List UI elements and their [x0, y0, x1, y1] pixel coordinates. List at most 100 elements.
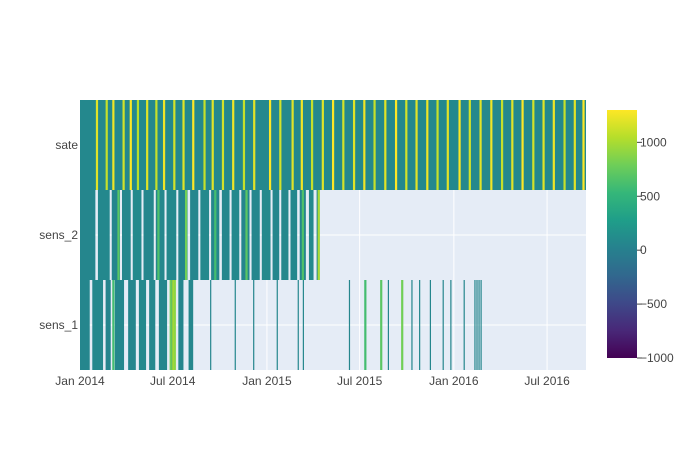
heatmap-cell-sate [331, 100, 335, 190]
heatmap-cell-sate [511, 100, 514, 190]
colorbar-tick-label: −500 [640, 297, 667, 311]
heatmap-cell-sate [405, 100, 408, 190]
heatmap-cell-sens_2 [251, 190, 260, 280]
colorbar-gradient [607, 110, 637, 358]
heatmap-cell-sens_1 [297, 280, 299, 370]
heatmap-cell-sate [291, 100, 294, 190]
heatmap-cell-sens_2 [190, 190, 199, 280]
heatmap-cell-sens_1 [429, 280, 431, 370]
heatmap-cell-sate [136, 100, 140, 190]
heatmap-cell-sens_2 [245, 190, 248, 280]
heatmap-cell-sens_2 [121, 190, 131, 280]
colorbar-tick-label: 1000 [640, 135, 667, 149]
heatmap-cell-sens_1 [173, 280, 176, 370]
heatmap-cell-sate [129, 100, 132, 190]
heatmap-cell-sate [373, 100, 376, 190]
heatmap-cell-sate [300, 100, 303, 190]
heatmap-cell-sate [162, 100, 166, 190]
heatmap-cell-sens_1 [188, 280, 194, 370]
heatmap-cell-sens_1 [149, 280, 156, 370]
heatmap-cell-sens_2 [178, 190, 188, 280]
heatmap-cell-sens_1 [476, 280, 478, 370]
heatmap-cell-sens_1 [80, 280, 90, 370]
heatmap-cell-sens_2 [317, 190, 320, 280]
heatmap-cell-sens_1 [364, 280, 367, 370]
heatmap-cell-sate [436, 100, 439, 190]
heatmap-cell-sate [426, 100, 429, 190]
heatmap-cell-sate [268, 100, 272, 190]
heatmap-cell-sens_1 [210, 280, 212, 370]
heatmap-cell-sens_1 [450, 280, 452, 370]
heatmap-cell-sens_2 [132, 190, 142, 280]
heatmap-cell-sate [363, 100, 366, 190]
heatmap-cell-sens_1 [478, 280, 480, 370]
y-axis-ticks: sens_1 sens_2 sate [39, 138, 78, 332]
heatmap-cell-sens_1 [112, 280, 115, 370]
heatmap-cell-sate [122, 100, 125, 190]
heatmap-cell-sate [352, 100, 356, 190]
heatmap-cell-sate [211, 100, 214, 190]
heatmap-cell-sens_2 [221, 190, 230, 280]
heatmap-cell-sate [479, 100, 482, 190]
heatmap-cell-sens_2 [184, 190, 188, 280]
y-tick-label: sate [55, 138, 78, 152]
heatmap-cell-sens_1 [128, 280, 136, 370]
heatmap-cells [80, 100, 586, 370]
heatmap-cell-sens_1 [276, 280, 278, 370]
heatmap-cell-sate [500, 100, 504, 190]
heatmap-cell-sate [394, 100, 398, 190]
heatmap-cell-sens_2 [157, 190, 160, 280]
heatmap-cell-sens_1 [463, 280, 465, 370]
heatmap-cell-sens_1 [387, 280, 389, 370]
colorbar-tick-label: −1000 [640, 351, 674, 365]
heatmap-cell-sate [384, 100, 387, 190]
heatmap-cell-sate [279, 100, 282, 190]
heatmap-cell-sens_1 [480, 280, 482, 370]
x-tick-label: Jan 2016 [429, 374, 479, 388]
heatmap-cell-sate [112, 100, 115, 190]
x-tick-label: Jul 2015 [337, 374, 383, 388]
heatmap-cell-sate [105, 100, 108, 190]
heatmap-cell-sate [182, 100, 185, 190]
heatmap-cell-sens_2 [111, 190, 120, 280]
heatmap-cell-sate [342, 100, 345, 190]
heatmap-cell-sate [95, 100, 99, 190]
heatmap-cell-sate [221, 100, 225, 190]
y-tick-label: sens_2 [39, 228, 78, 242]
heatmap-cell-sate [155, 100, 158, 190]
heatmap-cell-sate [173, 100, 176, 190]
heatmap-cell-sens_1 [474, 280, 476, 370]
heatmap-cell-sens_1 [380, 280, 383, 370]
x-axis-ticks: Jan 2014 Jul 2014 Jan 2015 Jul 2015 Jan 2016… [55, 374, 570, 388]
colorbar: 1000 500 0 −500 −1000 [607, 110, 674, 365]
heatmap-cell-sens_1 [419, 280, 421, 370]
heatmap-cell-sate [563, 100, 566, 190]
heatmap-cell-sens_2 [117, 190, 120, 280]
heatmap-cell-sens_2 [155, 190, 165, 280]
y-tick-label: sens_1 [39, 318, 78, 332]
heatmap-cell-sens_2 [200, 190, 210, 280]
heatmap-cell-sens_1 [411, 280, 413, 370]
heatmap-cell-sens_1 [114, 280, 125, 370]
heatmap-cell-sens_2 [272, 190, 280, 280]
heatmap-cell-sate [532, 100, 535, 190]
heatmap-cell-sate [192, 100, 195, 190]
heatmap-cell-sens_2 [97, 190, 110, 280]
x-tick-label: Jan 2015 [242, 374, 292, 388]
heatmap-cell-sate [415, 100, 418, 190]
heatmap-cell-sate [242, 100, 246, 190]
heatmap-cell-sens_1 [169, 280, 172, 370]
heatmap-cell-sate [542, 100, 545, 190]
heatmap-cell-sate [146, 100, 149, 190]
heatmap-cell-sens_2 [231, 190, 240, 280]
x-tick-label: Jan 2014 [55, 374, 105, 388]
heatmap-cell-sens_1 [92, 280, 104, 370]
heatmap-cell-sens_1 [158, 280, 168, 370]
heatmap-cell-sate [458, 100, 461, 190]
heatmap-cell-sens_2 [308, 190, 314, 280]
heatmap-cell-sens_2 [80, 190, 96, 280]
heatmap-cell-sate [253, 100, 256, 190]
heatmap-cell-sens_2 [143, 190, 154, 280]
heatmap-cell-sens_2 [290, 190, 298, 280]
